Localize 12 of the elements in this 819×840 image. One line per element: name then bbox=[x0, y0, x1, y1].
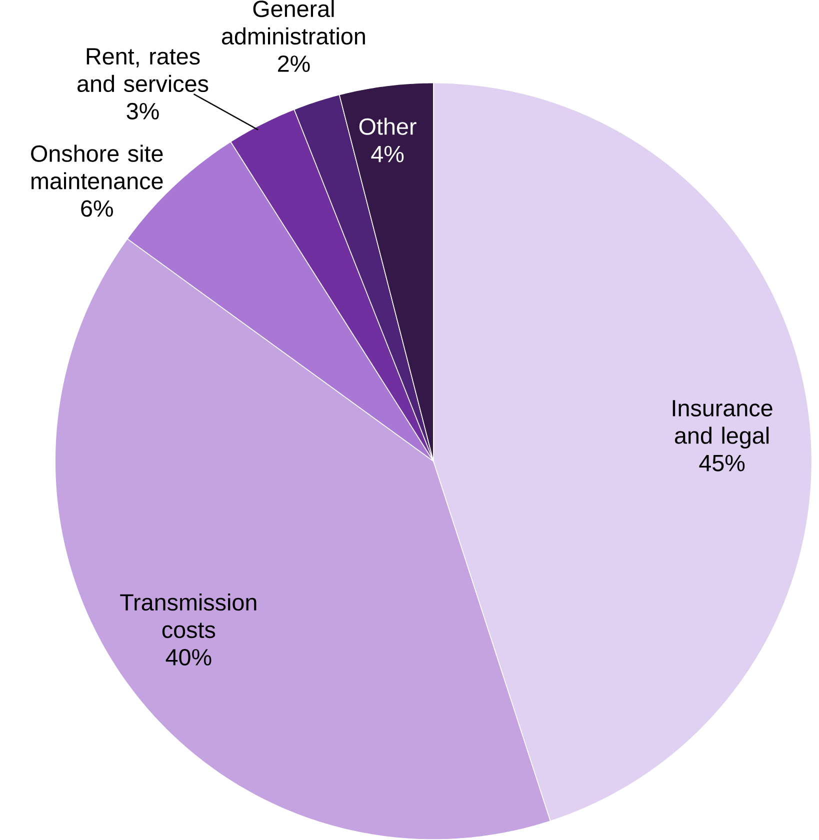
data-label: 2% bbox=[278, 55, 310, 72]
slice-label: Other bbox=[359, 118, 416, 135]
data-label: 4% bbox=[371, 146, 404, 162]
data-label: 3% bbox=[126, 102, 159, 120]
data-label: 6% bbox=[81, 200, 113, 217]
slice-label: General administration bbox=[222, 0, 365, 45]
slice-label: Insurance and legal bbox=[672, 400, 772, 449]
data-label: 40% bbox=[166, 648, 212, 666]
data-label: 45% bbox=[699, 454, 745, 472]
slice-label: Transmission costs bbox=[120, 593, 256, 638]
slice-label: Rent, rates and services bbox=[78, 48, 208, 92]
slice-label: Onshore site maintenance bbox=[31, 144, 163, 190]
